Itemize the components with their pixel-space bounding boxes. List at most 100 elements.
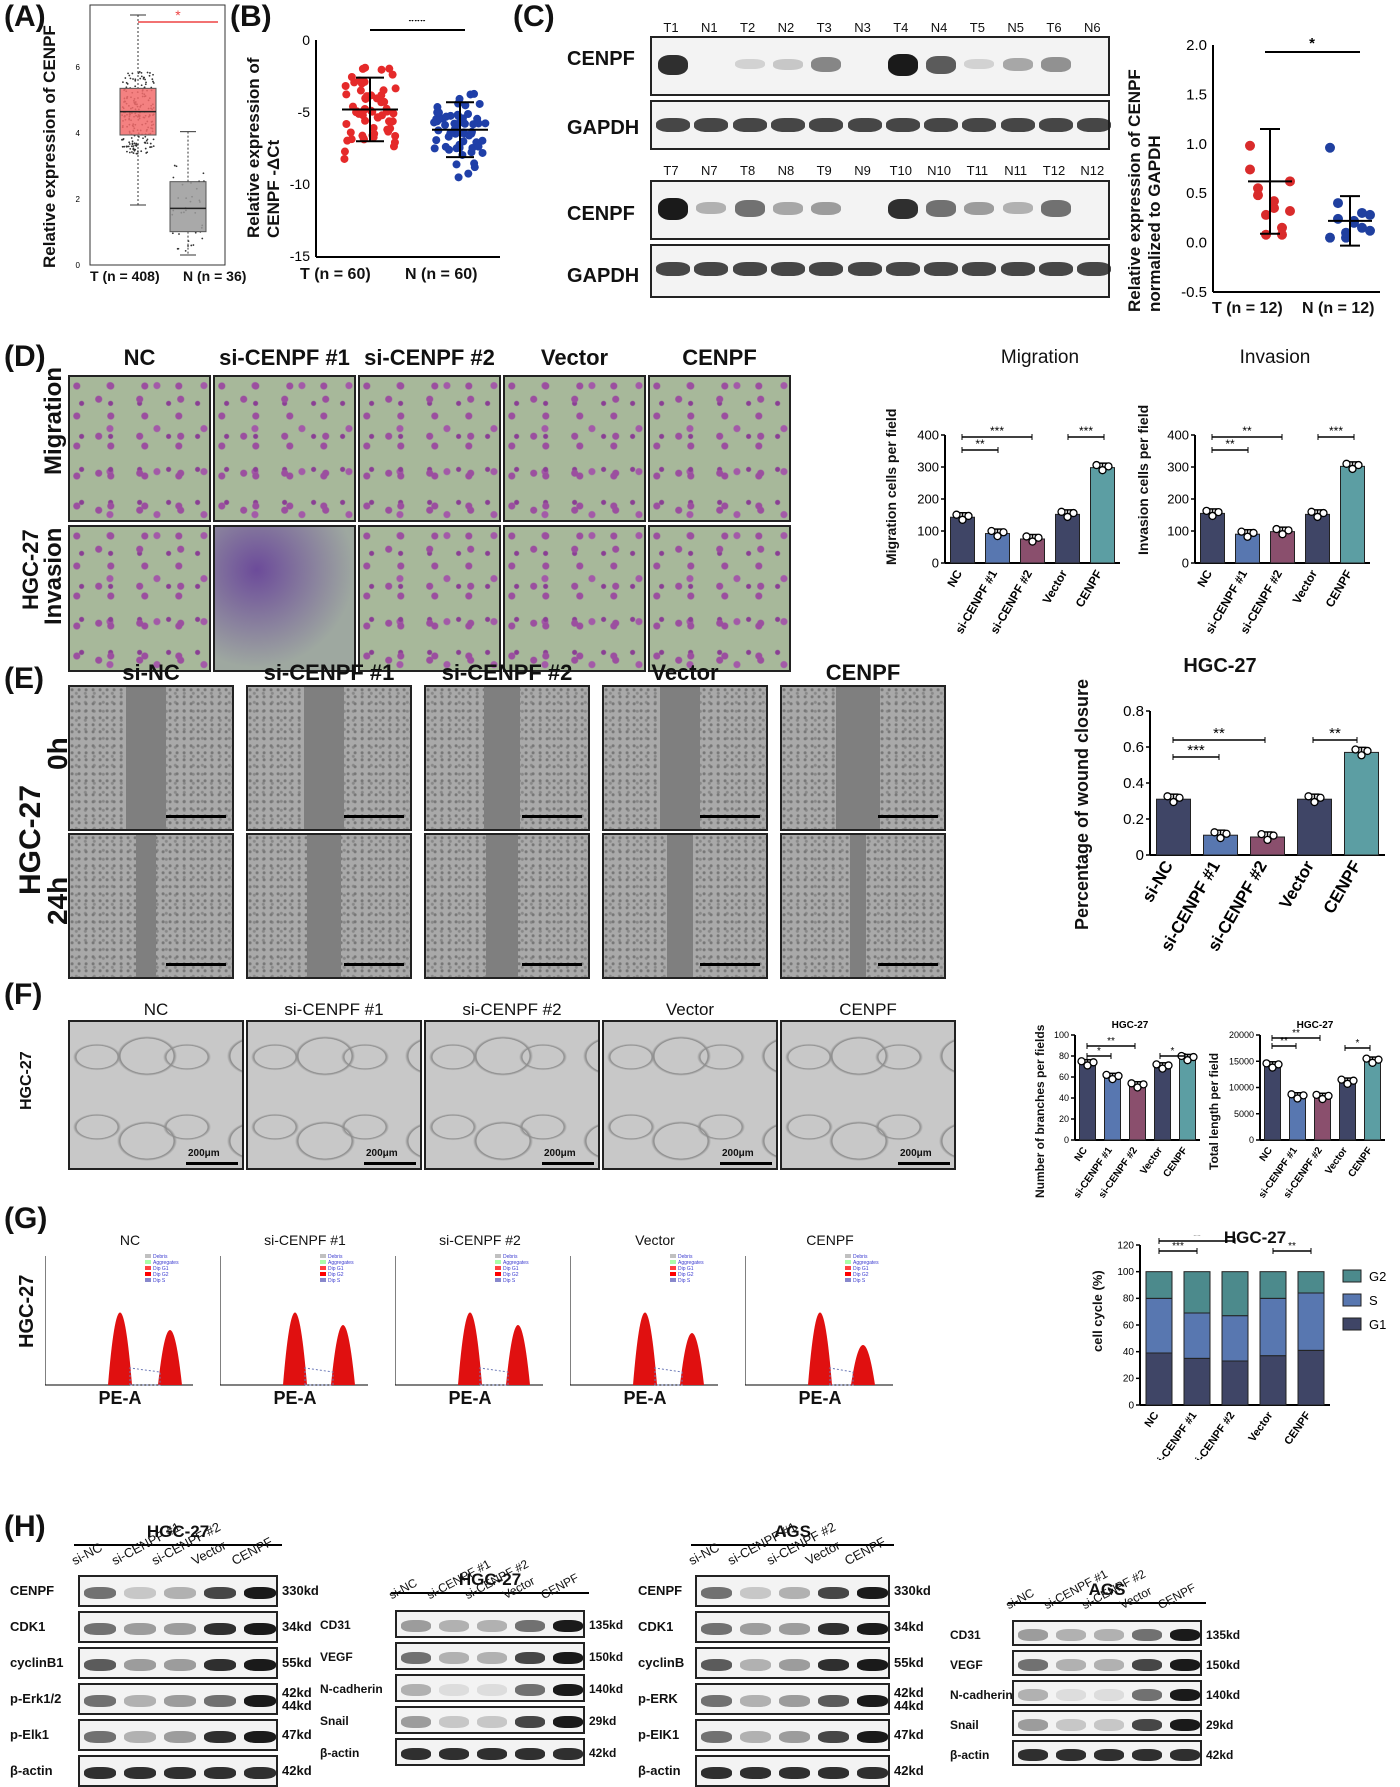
c-point: [1341, 227, 1351, 238]
c-band: [1041, 200, 1071, 217]
chart-bar-segment: [1259, 1297, 1287, 1357]
chart-ytick-label: 40: [1059, 1093, 1069, 1103]
h-band: [244, 1767, 276, 1779]
sig-label: ***: [1079, 424, 1093, 438]
c-point: [1357, 207, 1367, 218]
c-point: [1261, 209, 1271, 220]
c-lane-label: T7: [663, 163, 679, 178]
chart-point: [1374, 1055, 1383, 1064]
c-lane-label: T1: [663, 20, 679, 35]
chart-ytick-label: 0: [1064, 1135, 1069, 1145]
h-band: [401, 1652, 431, 1664]
h-band: [701, 1587, 732, 1599]
c-point: [1277, 229, 1287, 240]
f-col-title: NC: [143, 1000, 169, 1019]
h-band: [701, 1695, 732, 1707]
chart-ytick-label: 0: [1249, 1135, 1254, 1145]
chart-point: [952, 510, 961, 519]
f-scale-label: 200μm: [722, 1148, 754, 1159]
chart-bar: [1314, 1096, 1331, 1141]
sig-label: ***: [1172, 1241, 1184, 1252]
g-legend-text: Debris: [853, 1254, 868, 1260]
g-g2-peak: [851, 1345, 875, 1385]
a-ytick-0: 0: [76, 261, 81, 270]
b-point: [358, 111, 367, 120]
g-g2-peak: [506, 1325, 530, 1385]
f-col-title: si-CENPF #1: [284, 1000, 384, 1019]
c-lane-label: N7: [700, 163, 718, 178]
chart-point: [1362, 1054, 1371, 1063]
h-band: [740, 1731, 771, 1743]
c-point: [1325, 232, 1335, 243]
g-legend-text: Debris: [503, 1254, 518, 1260]
e-micrograph: [68, 685, 234, 831]
g-legend-swatch: [145, 1272, 151, 1276]
g-legend-text: Dip G1: [678, 1266, 694, 1272]
chart-point: [1114, 1071, 1123, 1081]
b-point: [385, 64, 394, 73]
g-legend-text: Dip G1: [328, 1266, 344, 1272]
f-scale-bar: [898, 1162, 950, 1165]
h-blot-strip: [395, 1610, 585, 1638]
g-legend-swatch: [1342, 1317, 1362, 1331]
a-point: [150, 146, 153, 148]
e-wound-gap: [486, 835, 518, 977]
c-band: [696, 202, 727, 215]
c-point: [1365, 209, 1375, 220]
chart-point: [1069, 508, 1078, 518]
e-scale-bar: [878, 963, 938, 966]
panel-c-label: (C): [513, 0, 555, 33]
c-lane-label: T8: [740, 163, 756, 178]
g-g1-peak: [808, 1312, 832, 1385]
g-g1-peak: [283, 1312, 307, 1385]
f-scale-bar: [186, 1162, 238, 1165]
chart-ytick-label: 60: [1059, 1072, 1069, 1082]
h-blot-strip: [78, 1575, 278, 1607]
c-blot-strip-4: [650, 244, 1112, 298]
chart-bar-segment: [1297, 1271, 1325, 1294]
h-protein-label: cyclinB: [638, 1655, 685, 1670]
f-chart1-title: HGC-27: [1112, 1020, 1149, 1031]
c-point: [1245, 140, 1255, 151]
a-point: [131, 143, 134, 146]
g-xlabel: PE-A: [623, 1388, 667, 1408]
h-band: [244, 1623, 276, 1635]
panel-a-boxplot: * 0 2 4 6: [76, 4, 226, 270]
a-point: [202, 172, 205, 175]
f-micrograph: 200μm: [780, 1020, 956, 1170]
a-point: [132, 152, 135, 154]
f-micrograph: 200μm: [246, 1020, 422, 1170]
a-point: [146, 71, 149, 74]
h-protein-label: N-cadherin: [950, 1688, 1013, 1702]
panel-d-row-invasion: Invasion: [40, 527, 67, 625]
h-band: [701, 1731, 732, 1743]
c-band-gapdh: [962, 262, 997, 276]
h-protein-label: CD31: [320, 1618, 351, 1632]
panel-c-xlabel-n: N (n = 12): [1302, 300, 1375, 317]
f-chart2-title: HGC-27: [1297, 1020, 1334, 1031]
panel-c-lanes-bottom: T7 N7 T8 N8 T9 N9 T10 N10 T11 N11 T12 N12: [650, 163, 1110, 179]
h-band: [1132, 1749, 1162, 1761]
a-point: [129, 147, 132, 150]
chart-ytick-label: 5000: [1234, 1109, 1254, 1119]
h-blot-strip: [1012, 1710, 1202, 1736]
chart-point: [1263, 835, 1272, 845]
h-blot-strip: [695, 1683, 890, 1715]
a-point: [121, 138, 123, 141]
chart-bar-segment: [1145, 1271, 1173, 1299]
a-point: [135, 145, 138, 147]
c-band: [734, 59, 765, 70]
chart-ytick-label: 120: [1117, 1240, 1134, 1251]
e-micrograph: [602, 833, 768, 979]
h-kd-label: 44kd: [282, 1698, 312, 1713]
a-point: [145, 139, 148, 142]
panel-c-scatter: * -0.5 0.0 0.5 1.0 1.5 2.0: [1181, 35, 1380, 300]
h-band: [818, 1587, 849, 1599]
h-band: [515, 1620, 545, 1632]
chart-bar: [1305, 513, 1330, 564]
chart-point: [1169, 797, 1178, 807]
panel-b-xlabel-t: T (n = 60): [300, 266, 371, 283]
b-point: [391, 84, 400, 93]
